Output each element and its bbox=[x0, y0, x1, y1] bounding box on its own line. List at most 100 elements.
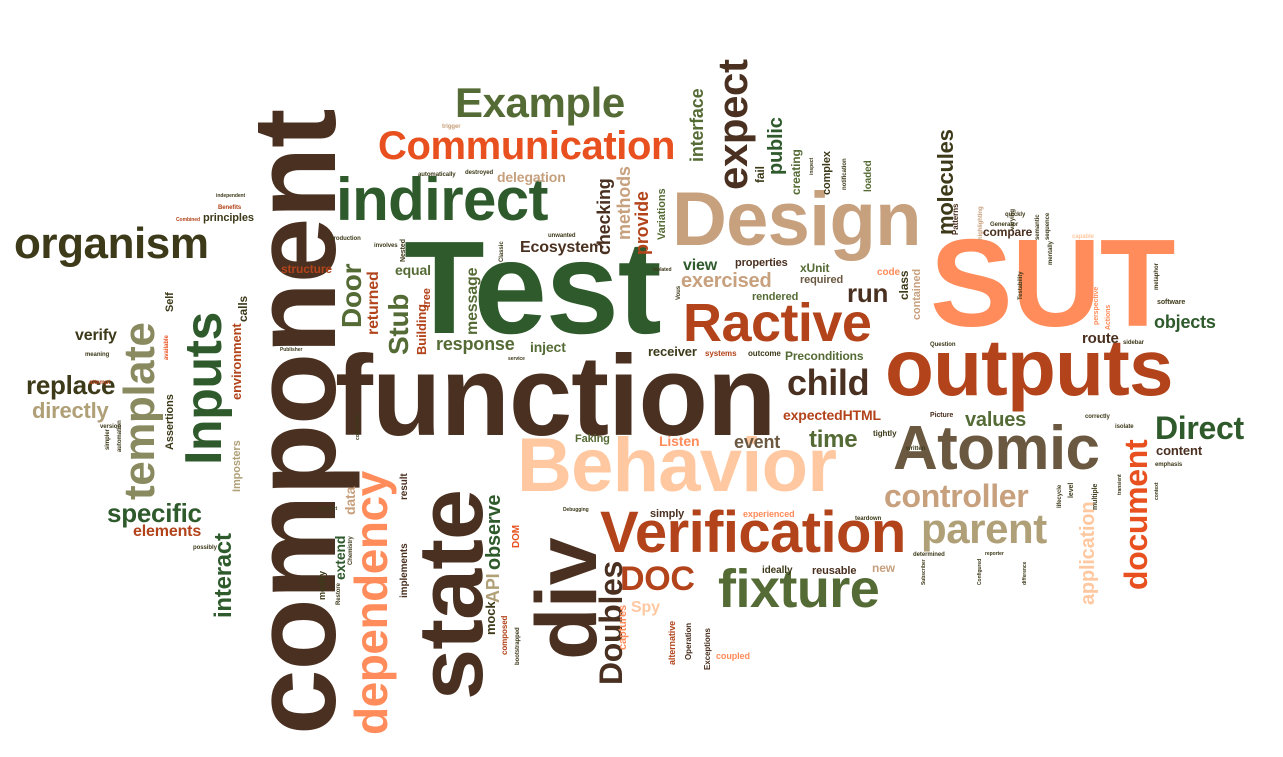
word-actions: Actions bbox=[1105, 304, 1112, 330]
word-stub: Stub bbox=[383, 293, 414, 355]
word-software: software bbox=[1157, 299, 1186, 306]
word-version: version bbox=[100, 424, 121, 430]
word-composed: composed bbox=[500, 615, 509, 655]
word-message: message bbox=[464, 267, 481, 335]
word-communication: Communication bbox=[378, 124, 676, 168]
word-door: Door bbox=[336, 263, 367, 328]
word-run: run bbox=[847, 278, 889, 308]
word-sidebar: sidebar bbox=[1123, 340, 1144, 346]
word-design: Design bbox=[672, 177, 922, 262]
word-child: child bbox=[787, 362, 870, 403]
word-restore: Restore bbox=[336, 583, 342, 605]
word-dom: DOM bbox=[511, 524, 522, 548]
word-bootstrapped: bootstrapped bbox=[515, 627, 521, 665]
word-values: values bbox=[965, 409, 1027, 431]
word-elements: elements bbox=[133, 523, 202, 540]
word-multiple: multiple bbox=[1092, 483, 1099, 510]
word-publisher: Publisher bbox=[280, 347, 303, 353]
word-contained: contained bbox=[911, 269, 923, 320]
word-listen: Listen bbox=[659, 433, 700, 449]
word-involves: involves bbox=[374, 243, 398, 249]
word-semantic: semantic bbox=[1035, 214, 1041, 240]
word-api: API bbox=[483, 573, 503, 603]
word-verification: Verification bbox=[600, 500, 906, 565]
word-organism: organism bbox=[14, 219, 209, 268]
word-question: Question bbox=[930, 342, 956, 348]
word-spy: Spy bbox=[631, 599, 660, 616]
word-mock: mock bbox=[483, 601, 498, 635]
word-public: public bbox=[765, 117, 787, 175]
word-tightly: tightly bbox=[873, 429, 897, 438]
word-abstract: abstract bbox=[318, 506, 338, 512]
word-subscriber: Subscriber bbox=[921, 559, 927, 585]
word-new: new bbox=[872, 561, 895, 575]
word-template: template bbox=[115, 322, 164, 500]
word-ecosystem: Ecosystem bbox=[520, 239, 604, 256]
word-destroyed: destroyed bbox=[465, 170, 494, 176]
word-meaning: meaning bbox=[85, 352, 110, 358]
word-expect: expect bbox=[709, 59, 756, 190]
word-preconditions: Preconditions bbox=[785, 349, 864, 363]
word-creating: creating bbox=[789, 149, 803, 195]
word-lifecycle: lifecycle bbox=[1057, 484, 1063, 508]
word-interface: interface bbox=[687, 88, 707, 162]
word-calls: calls bbox=[236, 295, 250, 322]
word-document: document bbox=[1118, 439, 1154, 590]
word-inspect: inspect bbox=[809, 157, 815, 175]
word-systems: systems bbox=[705, 349, 737, 358]
word-coupled: coupled bbox=[716, 651, 750, 661]
word-atomic: Atomic bbox=[893, 414, 1100, 483]
word-result: result bbox=[399, 473, 410, 500]
word-verify: verify bbox=[75, 327, 117, 344]
word-building: Building bbox=[414, 304, 429, 355]
word-assertions: Assertions bbox=[164, 394, 176, 450]
word-objects: objects bbox=[1154, 312, 1216, 332]
word-combined: Combined bbox=[176, 217, 201, 223]
word-simply: simply bbox=[650, 508, 685, 520]
word-route: route bbox=[1082, 330, 1119, 347]
word-independent: independent bbox=[216, 193, 246, 199]
word-required: required bbox=[800, 274, 844, 286]
word-replace: replace bbox=[26, 370, 116, 400]
word-modify: modify bbox=[317, 571, 327, 600]
word-checking: checking bbox=[594, 178, 614, 255]
word-exceptions: Exceptions bbox=[703, 628, 712, 670]
word-alternative: alternative bbox=[667, 620, 677, 665]
word-production: production bbox=[330, 236, 361, 242]
word-automatically: automatically bbox=[418, 172, 456, 178]
word-benefits: Benefits bbox=[218, 205, 242, 211]
word-data: data bbox=[342, 486, 358, 515]
word-reporter: reporter bbox=[985, 551, 1004, 557]
word-determined: determined bbox=[913, 552, 945, 558]
word-fixture: fixture bbox=[718, 559, 880, 619]
word-direct: Direct bbox=[1155, 410, 1244, 446]
word-service: service bbox=[508, 356, 525, 362]
word-extend: extend bbox=[332, 535, 348, 580]
word-available: available bbox=[164, 335, 170, 360]
word-event: event bbox=[734, 432, 781, 452]
word-equal: equal bbox=[395, 262, 431, 278]
word-view: view bbox=[683, 257, 718, 274]
word-complex: complex bbox=[821, 151, 833, 195]
word-application: application bbox=[1077, 501, 1099, 605]
word-time: time bbox=[809, 426, 858, 453]
word-inject: inject bbox=[530, 339, 566, 355]
word-methods: methods bbox=[614, 166, 634, 240]
word-simpler: simpler bbox=[105, 429, 111, 450]
word-highlighting: highlighting bbox=[978, 206, 984, 240]
word-tree: tree bbox=[421, 288, 433, 308]
word-mentally: mentally bbox=[1048, 241, 1054, 265]
word-sequence: sequence bbox=[1045, 212, 1051, 240]
word-generator: Generator bbox=[990, 222, 1019, 228]
word-indirect: indirect bbox=[336, 166, 549, 233]
word-observe: observe bbox=[483, 494, 505, 570]
word-test: Test bbox=[404, 214, 662, 361]
word-chemistry: Chemistry bbox=[348, 536, 354, 565]
word-ideally: ideally bbox=[762, 565, 793, 576]
word-testability: Testability bbox=[1018, 271, 1024, 300]
word-outcome: outcome bbox=[748, 349, 781, 358]
word-operation: Operation bbox=[684, 622, 693, 660]
word-notification: notification bbox=[842, 158, 848, 190]
word-environment: environment bbox=[229, 323, 244, 400]
word-expectedhtml: expectedHTML bbox=[783, 407, 881, 423]
